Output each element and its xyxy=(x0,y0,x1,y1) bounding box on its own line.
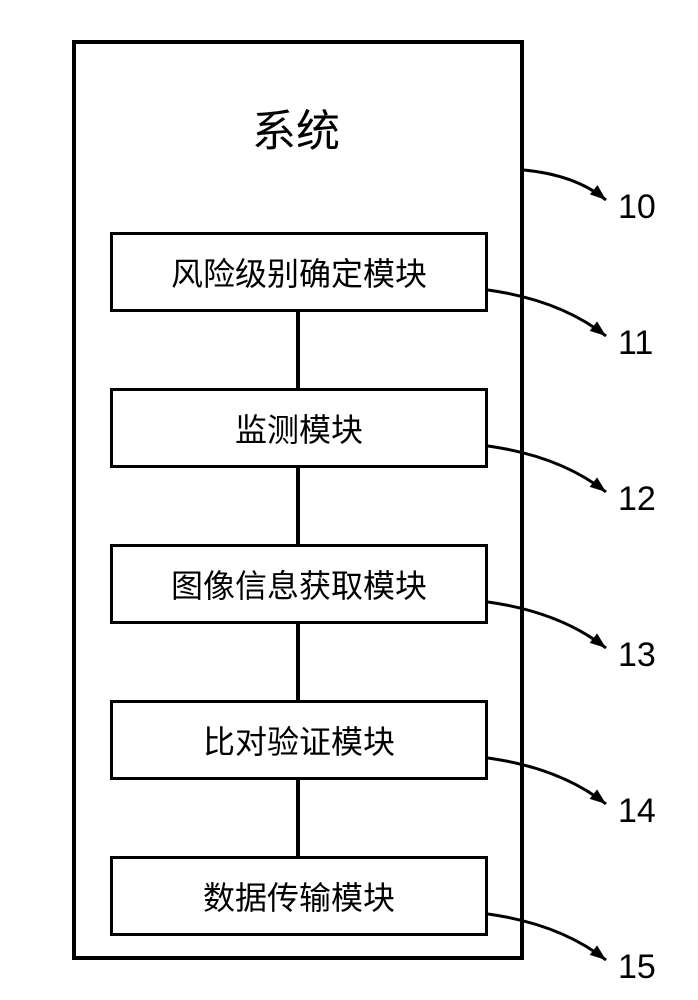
ref-label-15: 15 xyxy=(618,948,656,987)
ref-label-14: 14 xyxy=(618,792,656,831)
ref-arrow-15 xyxy=(0,0,698,1000)
ref-label-11: 11 xyxy=(618,324,653,363)
ref-label-13: 13 xyxy=(618,636,656,675)
ref-label-12: 12 xyxy=(618,480,656,519)
ref-label-10: 10 xyxy=(618,188,656,227)
diagram-canvas: 系统 风险级别确定模块 监测模块 图像信息获取模块 比对验证模块 数据传输模块 … xyxy=(0,0,698,1000)
